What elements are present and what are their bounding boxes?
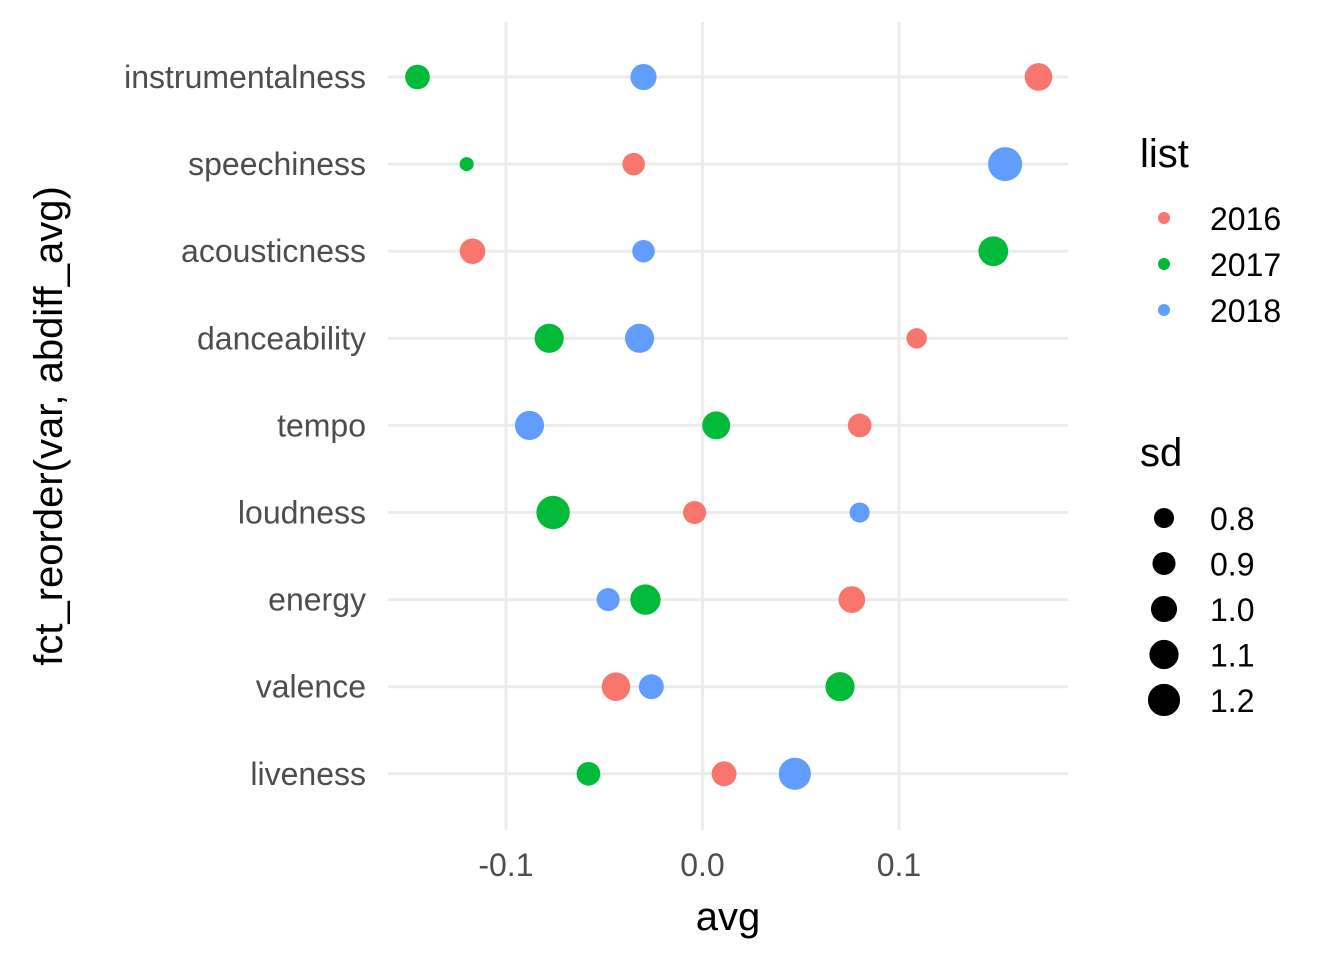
x-tick-label: -0.1 (478, 847, 533, 883)
size-legend: sd 0.8 0.9 1.0 1.1 1.2 (1140, 431, 1254, 719)
y-tick-label: tempo (277, 407, 366, 443)
data-point-2016-energy (838, 586, 866, 613)
size-legend-label: 0.8 (1210, 501, 1254, 537)
y-axis-title: fct_reorder(var, abdiff_avg) (27, 186, 71, 666)
y-tick-label: danceability (197, 320, 366, 356)
data-point-2017-tempo (702, 411, 731, 440)
data-point-2018-danceability (624, 323, 655, 353)
color-legend-label: 2017 (1210, 247, 1281, 283)
size-legend-key-0.8 (1153, 507, 1175, 529)
data-point-2016-speechiness (622, 152, 645, 176)
y-tick-label: instrumentalness (124, 59, 366, 95)
y-tick-label: valence (256, 669, 366, 705)
x-tick-labels: -0.1 0.0 0.1 (478, 847, 921, 883)
data-point-2017-valence (825, 672, 855, 702)
data-point-2017-danceability (534, 323, 564, 353)
x-tick-label: 0.1 (877, 847, 921, 883)
size-legend-key-1.1 (1149, 639, 1179, 670)
data-point-2018-tempo (514, 410, 545, 440)
color-legend-label: 2016 (1210, 201, 1281, 237)
color-legend-label: 2018 (1210, 293, 1281, 329)
points-layer (405, 63, 1053, 790)
size-legend-label: 1.2 (1210, 683, 1254, 719)
grid-layer (388, 22, 1068, 830)
color-legend-title: list (1140, 132, 1189, 176)
size-legend-label: 1.1 (1210, 638, 1254, 674)
data-point-2018-instrumentalness (630, 63, 657, 91)
size-legend-key-0.9 (1152, 551, 1176, 576)
data-point-2017-liveness (576, 761, 601, 786)
y-tick-label: acousticness (181, 233, 366, 269)
data-point-2018-energy (596, 588, 620, 612)
y-tick-label: liveness (250, 756, 366, 792)
data-point-2017-loudness (536, 495, 570, 530)
data-point-2017-speechiness (459, 157, 474, 172)
data-point-2017-acousticness (978, 236, 1009, 267)
data-point-2016-instrumentalness (1024, 63, 1053, 91)
data-point-2017-instrumentalness (405, 64, 430, 90)
y-tick-label: loudness (238, 495, 366, 531)
data-point-2017-energy (630, 584, 661, 615)
data-point-2018-loudness (849, 502, 870, 523)
data-point-2018-liveness (778, 757, 811, 790)
y-tick-label: energy (268, 582, 366, 618)
data-point-2018-acousticness (632, 239, 655, 263)
size-legend-label: 1.0 (1210, 592, 1254, 628)
size-legend-title: sd (1140, 431, 1182, 475)
data-point-2016-liveness (711, 761, 737, 787)
x-axis-title: avg (696, 895, 761, 939)
color-legend-key-2018 (1158, 304, 1170, 316)
x-tick-label: 0.0 (680, 847, 724, 883)
data-point-2016-loudness (683, 500, 707, 525)
y-tick-labels: instrumentalness speechiness acousticness d… (124, 59, 366, 792)
size-legend-key-1.2 (1147, 683, 1181, 717)
y-tick-label: speechiness (188, 146, 366, 182)
size-legend-label: 0.9 (1210, 547, 1254, 583)
size-legend-key-1.0 (1150, 595, 1178, 623)
data-point-2016-acousticness (459, 238, 486, 264)
data-point-2016-danceability (906, 328, 927, 349)
data-point-2018-speechiness (988, 147, 1023, 182)
color-legend-key-2016 (1158, 212, 1170, 224)
data-point-2016-tempo (847, 413, 872, 438)
color-legend: list 2016 2017 2018 (1140, 132, 1281, 329)
color-legend-key-2017 (1158, 258, 1170, 270)
data-point-2016-valence (601, 672, 631, 701)
data-point-2018-valence (638, 674, 664, 700)
